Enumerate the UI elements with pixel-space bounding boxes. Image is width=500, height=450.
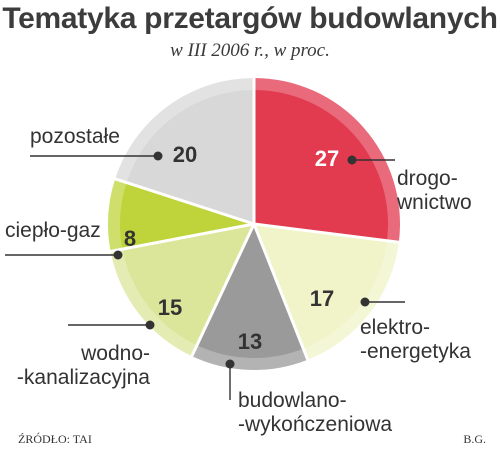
- leader-dot-elektroenergetyka: [360, 297, 370, 307]
- pie-slice-cieplo-gaz: [119, 182, 254, 250]
- slice-separator: [253, 222, 401, 244]
- pie-slice-wodno-kanalizacyjna: [122, 224, 254, 346]
- slice-separator: [113, 177, 255, 226]
- slice-separator: [190, 223, 256, 358]
- category-label-drogownictwo: drogo-wnictwo: [396, 167, 472, 214]
- pie-slice-elektroenergetyka: [254, 224, 387, 349]
- category-label-pozostale: pozostałe: [30, 125, 120, 148]
- value-label-cieplo-gaz: 8: [124, 226, 136, 251]
- category-label-elektroenergetyka: elektro--energetyka: [360, 316, 471, 363]
- leader-dot-drogownictwo: [347, 155, 357, 165]
- slice-separator: [252, 223, 310, 362]
- pie-slice-pozostale: [126, 90, 254, 224]
- author-credit: B.G.: [463, 432, 486, 446]
- chart-title: Tematyka przetargów budowlanych: [2, 2, 498, 35]
- value-label-elektroenergetyka: 17: [310, 286, 334, 311]
- leader-dot-cieplo-gaz: [113, 250, 123, 260]
- value-label-pozostale: 20: [173, 142, 197, 167]
- source-note: ŹRÓDŁO: TAI: [18, 432, 92, 446]
- category-label-wodno-kanalizacyjna: wodno--kanalizacyjna: [17, 342, 150, 389]
- value-label-drogownictwo: 27: [315, 146, 339, 171]
- slice-separator: [109, 222, 255, 254]
- category-label-cieplo-gaz: ciepło-gaz: [5, 219, 101, 242]
- value-label-wodno-kanalizacyjna: 15: [158, 295, 182, 320]
- leader-dot-budowlano-wykonczeniowa: [225, 359, 235, 369]
- leader-dot-wodno-kanalizacyjna: [145, 320, 155, 330]
- pie-slice-budowlano-wykonczeniowa: [196, 224, 304, 358]
- value-label-budowlano-wykonczeniowa: 13: [238, 329, 262, 354]
- leader-dot-pozostale: [153, 151, 163, 161]
- category-label-budowlano-wykonczeniowa: budowlano--wykończeniowa: [238, 389, 392, 436]
- chart-subtitle: w III 2006 r., w proc.: [170, 40, 330, 61]
- pie-slice-drogownictwo: [254, 90, 388, 241]
